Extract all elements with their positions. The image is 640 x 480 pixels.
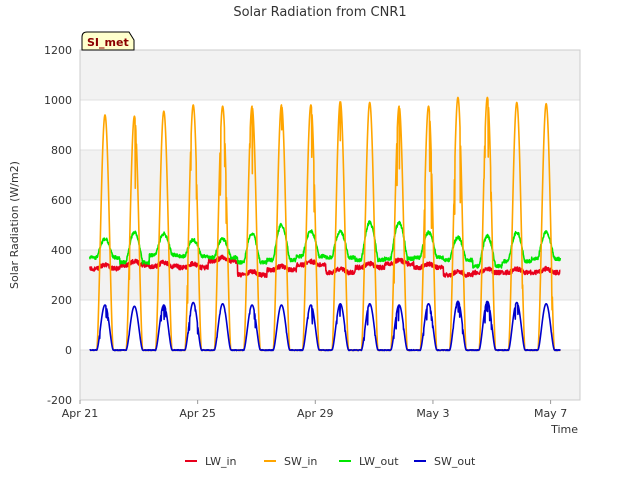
y-tick-label: 400 [51, 244, 72, 257]
y-tick-label: 0 [65, 344, 72, 357]
legend-label: SW_in [284, 455, 317, 468]
badge-shape [81, 31, 135, 51]
station-badge: SI_met [81, 31, 135, 51]
legend-label: LW_out [359, 455, 399, 468]
x-tick-label: May 7 [534, 407, 567, 420]
series-line-sw-out [89, 300, 561, 352]
series-group [88, 96, 562, 352]
y-tick-label: 1000 [44, 94, 72, 107]
y-ticks: -200 0 200 400 600 800 1000 1200 [44, 44, 72, 407]
legend: LW_in SW_in LW_out SW_out [185, 455, 476, 468]
x-tick-label: Apr 25 [179, 407, 216, 420]
x-axis-label: Time [550, 423, 578, 436]
x-ticks: Apr 21 Apr 25 Apr 29 May 3 May 7 [62, 400, 567, 420]
chart-title: Solar Radiation from CNR1 [233, 5, 406, 20]
grid-band [80, 350, 580, 400]
badge-label: SI_met [87, 36, 129, 49]
x-tick-label: May 3 [416, 407, 449, 420]
legend-label: LW_in [205, 455, 237, 468]
y-tick-label: 800 [51, 144, 72, 157]
grid-band [80, 150, 580, 200]
legend-label: SW_out [434, 455, 476, 468]
y-tick-label: -200 [47, 394, 72, 407]
plot-frame [79, 49, 581, 401]
x-tick-label: Apr 21 [62, 407, 99, 420]
plot-background [80, 50, 580, 400]
y-axis-label: Solar Radiation (W/m2) [8, 161, 21, 289]
grid-band [80, 50, 580, 100]
x-tick-label: Apr 29 [297, 407, 334, 420]
y-tick-label: 600 [51, 194, 72, 207]
y-tick-label: 1200 [44, 44, 72, 57]
y-tick-label: 200 [51, 294, 72, 307]
